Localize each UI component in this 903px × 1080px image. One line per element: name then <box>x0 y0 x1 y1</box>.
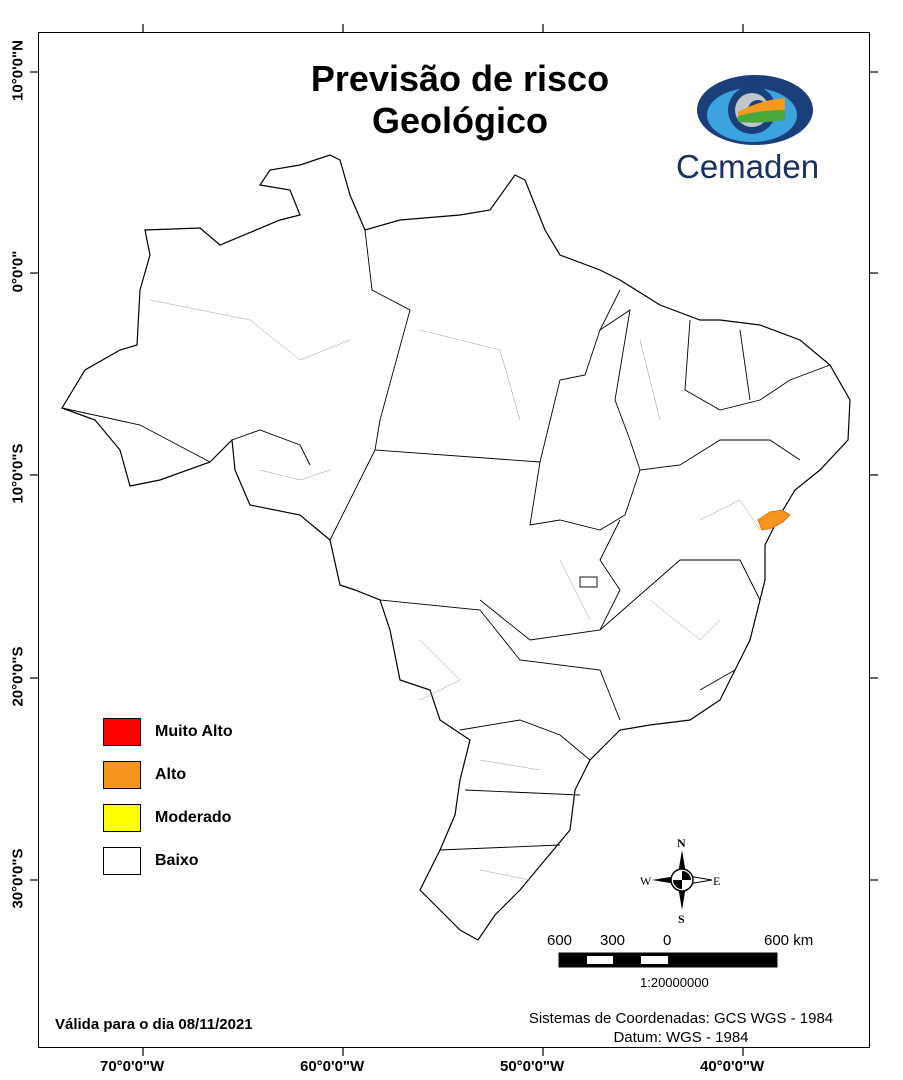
lon-label: 50°0'0"W <box>500 1058 565 1075</box>
compass-s: S <box>678 912 685 926</box>
legend-swatch <box>103 803 141 832</box>
legend-label: Alto <box>155 765 187 783</box>
legend-item-baixo: Baixo <box>103 839 233 882</box>
scale-label: 600 km <box>764 932 814 949</box>
coordinate-info: Sistemas de Coordenadas: GCS WGS - 1984 D… <box>498 1009 864 1047</box>
map-title: Previsão de risco Geológico <box>240 58 680 142</box>
legend-label: Muito Alto <box>155 722 233 740</box>
title-line-1: Previsão de risco <box>310 58 610 99</box>
lat-label: 20°0'0"S <box>9 646 27 707</box>
lon-label: 70°0'0"W <box>100 1058 165 1075</box>
compass-n: N <box>677 836 686 850</box>
title-line-2: Geológico <box>371 100 548 141</box>
graticule-ticks <box>30 24 878 1056</box>
compass-e: E <box>713 874 721 888</box>
state-borders <box>61 229 831 851</box>
scale-label: 0 <box>663 932 672 949</box>
legend-item-moderado: Moderado <box>103 796 233 839</box>
scale-ratio: 1:20000000 <box>640 975 709 990</box>
legend-label: Baixo <box>155 851 199 869</box>
legend: Muito Alto Alto Moderado Baixo <box>103 710 233 882</box>
cemaden-logo-eye <box>697 75 813 145</box>
legend-item-alto: Alto <box>103 753 233 796</box>
lon-label: 60°0'0"W <box>300 1058 365 1075</box>
legend-label: Moderado <box>155 808 232 826</box>
map-frame <box>38 32 870 1048</box>
scale-label: 300 <box>600 932 626 949</box>
compass-w: W <box>640 874 652 888</box>
lat-label: 0°0'0" <box>9 250 27 293</box>
scale-label: 600 <box>547 932 573 949</box>
municipal-borders <box>149 299 761 881</box>
legend-item-muito-alto: Muito Alto <box>103 710 233 753</box>
lat-label: 30°0'0"S <box>9 848 27 909</box>
datum: Datum: WGS - 1984 <box>613 1029 749 1046</box>
lat-label: 10°0'0"N <box>9 40 27 101</box>
compass-rose <box>652 850 713 910</box>
lon-label: 40°0'0"W <box>700 1058 765 1075</box>
legend-swatch <box>103 760 141 789</box>
scale-bar <box>558 952 778 968</box>
validity-date: Válida para o dia 08/11/2021 <box>55 1016 253 1033</box>
lat-label: 10°0'0"S <box>9 443 27 504</box>
legend-swatch <box>103 717 141 746</box>
coordinate-system: Sistemas de Coordenadas: GCS WGS - 1984 <box>528 1010 834 1027</box>
risk-area-alto <box>757 509 791 531</box>
legend-swatch <box>103 846 141 875</box>
cemaden-logo-text: Cemaden <box>676 148 820 185</box>
